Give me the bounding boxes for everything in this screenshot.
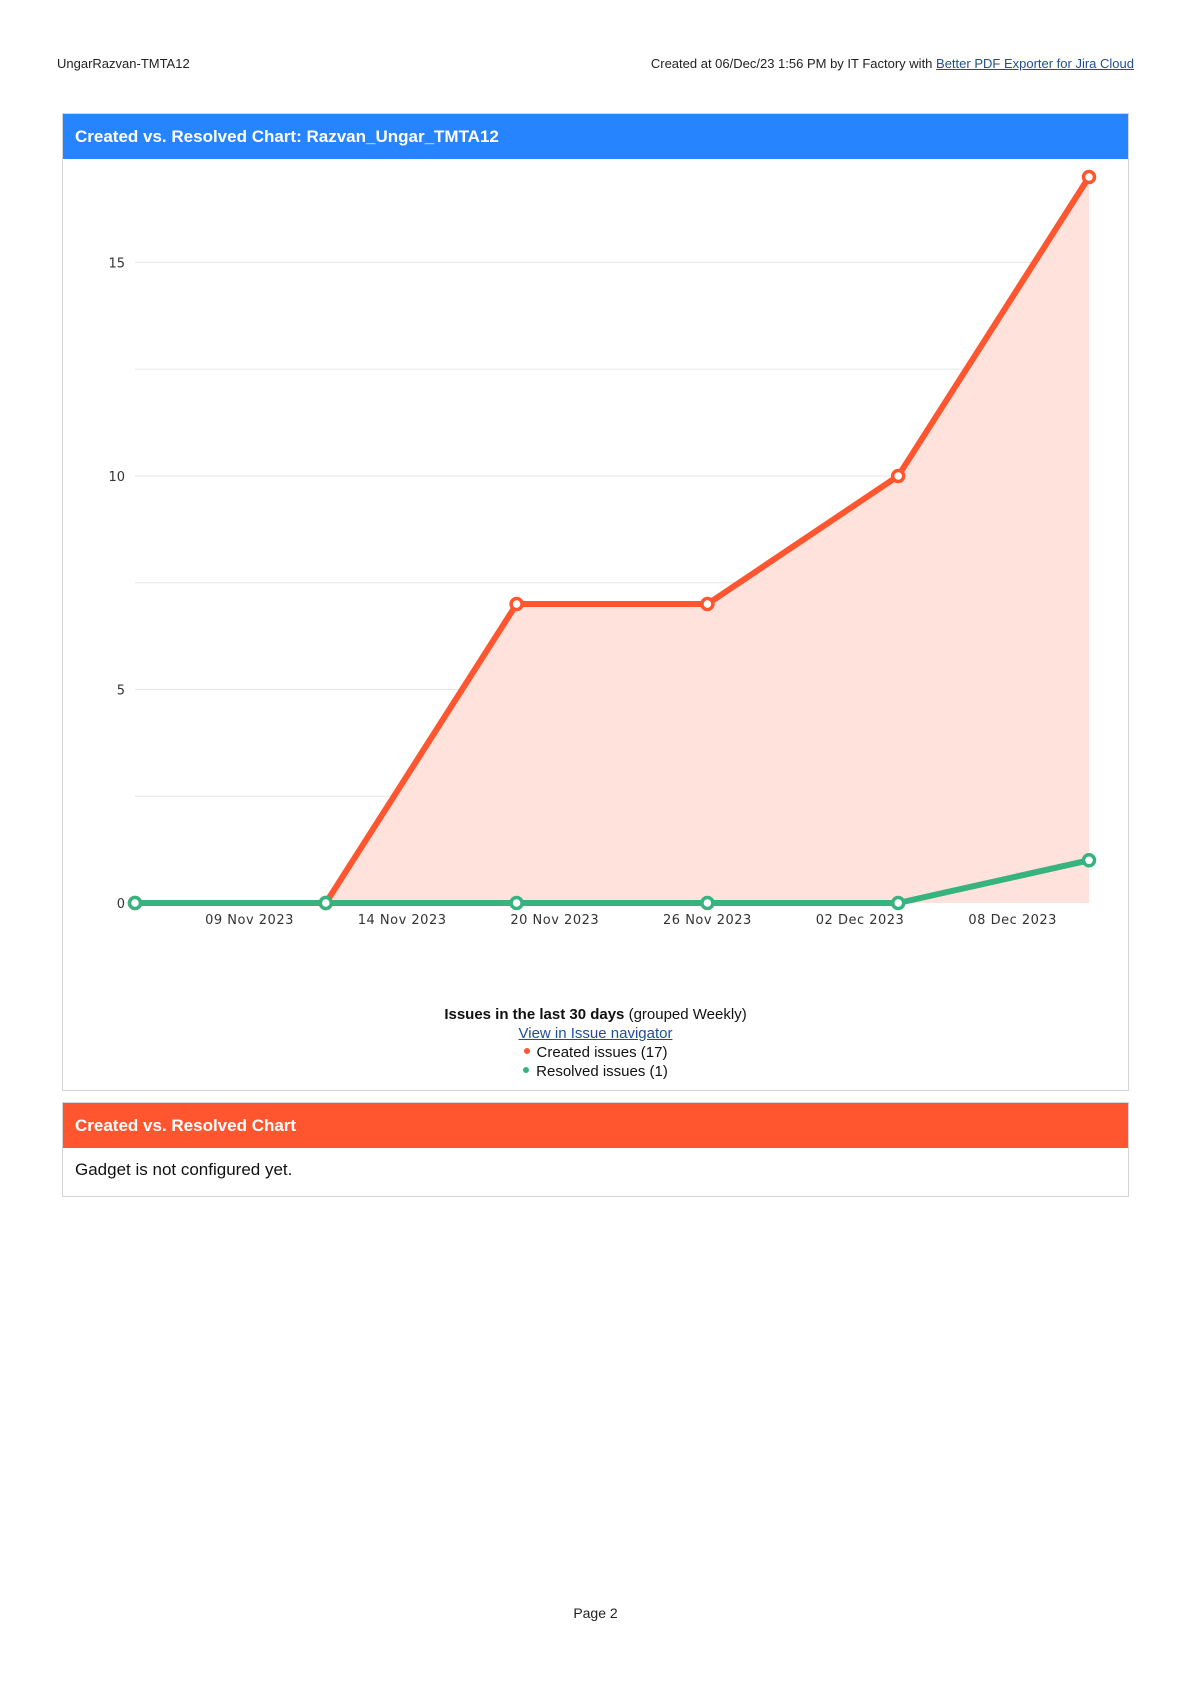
chart-footer: Issues in the last 30 days (grouped Week…	[63, 1005, 1128, 1081]
resolved-series-line	[132, 857, 1092, 906]
x-tick-label: 08 Dec 2023	[968, 913, 1057, 928]
y-tick-label: 15	[108, 256, 125, 271]
resolved-data-point	[127, 895, 143, 911]
x-tick-label: 20 Nov 2023	[510, 913, 599, 928]
unconfigured-gadget: Created vs. Resolved Chart Gadget is not…	[62, 1102, 1129, 1197]
resolved-data-point	[318, 895, 334, 911]
page-number: Page 2	[573, 1605, 618, 1621]
created-vs-resolved-gadget: Created vs. Resolved Chart: Razvan_Ungar…	[62, 113, 1129, 1091]
page-header-project: UngarRazvan-TMTA12	[57, 56, 190, 71]
chart-subtitle: Issues in the last 30 days (grouped Week…	[63, 1005, 1128, 1024]
chart-subtitle-rest: (grouped Weekly)	[624, 1006, 747, 1023]
resolved-data-point	[700, 895, 715, 911]
chart-subtitle-bold: Issues in the last 30 days	[444, 1006, 625, 1023]
created-data-point	[700, 596, 715, 612]
y-tick-label: 10	[108, 470, 125, 485]
resolved-data-point	[509, 895, 524, 911]
x-tick-label: 14 Nov 2023	[358, 913, 447, 928]
legend-dot-resolved	[523, 1067, 530, 1074]
legend-label-resolved: Resolved issues (1)	[536, 1063, 668, 1080]
created-area	[135, 177, 1089, 903]
gadget2-title: Created vs. Resolved Chart	[63, 1103, 1128, 1148]
y-tick-label: 0	[117, 897, 125, 912]
page-header-created-info: Created at 06/Dec/23 1:56 PM by IT Facto…	[651, 56, 1134, 71]
legend-item-resolved: Resolved issues (1)	[63, 1062, 1128, 1081]
resolved-data-point	[1081, 853, 1097, 868]
legend-dot-created	[523, 1048, 530, 1055]
created-info-text: Created at 06/Dec/23 1:56 PM by IT Facto…	[650, 56, 937, 71]
legend-label-created: Created issues (17)	[536, 1044, 668, 1061]
gadget-title: Created vs. Resolved Chart: Razvan_Ungar…	[63, 114, 1128, 159]
created-data-point	[1081, 169, 1097, 185]
chart-area: 0 5 10 15 09 Nov 2023 14 Nov 2023 20 Nov 2023 2…	[63, 159, 1128, 939]
created-data-point	[509, 596, 524, 612]
x-tick-label: 26 Nov 2023	[663, 913, 752, 928]
x-tick-label: 02 Dec 2023	[816, 913, 905, 928]
gadget2-message: Gadget is not configured yet.	[75, 1160, 293, 1179]
created-vs-resolved-chart: 0 5 10 15 09 Nov 2023 14 Nov 2023 20 Nov 2023 2…	[108, 169, 1097, 928]
resolved-data-point	[890, 895, 906, 911]
y-tick-label: 5	[117, 683, 125, 698]
created-data-point	[890, 468, 906, 484]
x-tick-label: 09 Nov 2023	[205, 913, 294, 928]
issue-navigator-link[interactable]: View in Issue navigator	[518, 1025, 673, 1042]
exporter-link[interactable]: Better PDF Exporter for Jira Cloud	[936, 56, 1134, 71]
legend-item-created: Created issues (17)	[63, 1043, 1128, 1062]
